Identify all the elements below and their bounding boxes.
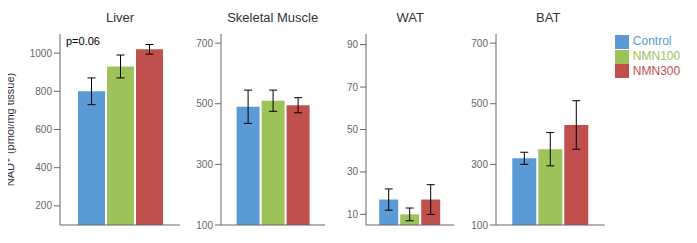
svg-text:800: 800: [35, 86, 52, 97]
svg-text:10: 10: [347, 209, 359, 220]
html-text:NMN300: NMN300: [632, 63, 681, 78]
svg-text:500: 500: [471, 98, 488, 109]
svg-text:50: 50: [347, 124, 359, 135]
html-text:Control: Control: [632, 34, 672, 48]
svg-text:100: 100: [196, 220, 213, 231]
svg-text:600: 600: [35, 124, 52, 135]
svg-text:1000: 1000: [30, 48, 53, 59]
html-text:WAT: WAT: [396, 10, 424, 25]
html-text:Liver: Liver: [105, 10, 135, 25]
svg-text:200: 200: [35, 200, 52, 211]
svg-text:500: 500: [196, 98, 213, 109]
svg-text:100: 100: [471, 220, 488, 231]
html-text:NMN100: NMN100: [632, 48, 681, 63]
html-text:BAT: BAT: [536, 10, 561, 25]
svg-text:NAD⁺ (pmol/mg tissue): NAD⁺ (pmol/mg tissue): [8, 73, 16, 186]
svg-text:300: 300: [471, 159, 488, 170]
svg-text:30: 30: [347, 166, 359, 177]
svg-text:400: 400: [35, 162, 52, 173]
svg-text:70: 70: [347, 82, 359, 93]
html-text:p=0.06: p=0.06: [66, 35, 100, 47]
svg-text:700: 700: [196, 38, 213, 49]
html-text:Skeletal Muscle: Skeletal Muscle: [227, 10, 319, 25]
svg-text:90: 90: [347, 39, 359, 50]
svg-text:700: 700: [471, 38, 488, 49]
svg-text:300: 300: [196, 159, 213, 170]
